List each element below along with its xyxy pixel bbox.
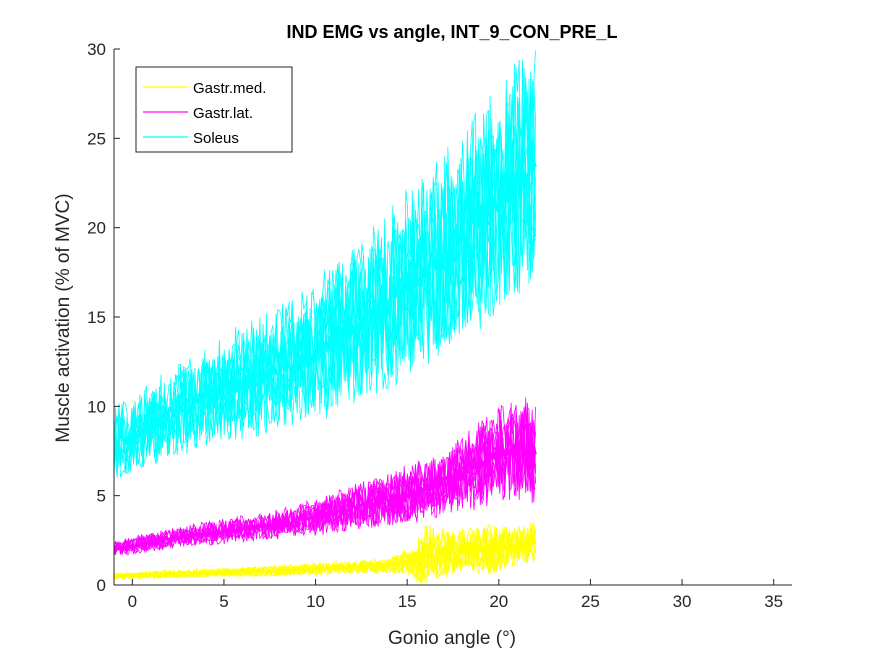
series-gastr-med — [114, 520, 537, 584]
x-tick-label: 15 — [398, 592, 417, 611]
mean-trace — [114, 150, 537, 452]
y-tick-label: 15 — [87, 308, 106, 327]
trial-trace — [114, 405, 536, 554]
legend: Gastr.med. Gastr.lat. Soleus — [135, 66, 293, 153]
y-tick-label: 25 — [87, 129, 106, 148]
y-tick-label: 20 — [87, 219, 106, 238]
y-tick-label: 10 — [87, 397, 106, 416]
y-axis-label: Muscle activation (% of MVC) — [53, 193, 74, 442]
legend-entry: Soleus — [193, 130, 239, 147]
x-tick-label: 0 — [128, 592, 137, 611]
mean-trace — [114, 441, 537, 551]
y-tick-label: 5 — [97, 487, 106, 506]
x-tick-label: 25 — [581, 592, 600, 611]
x-tick-label: 30 — [673, 592, 692, 611]
series-soleus — [114, 50, 537, 478]
x-tick-label: 20 — [489, 592, 508, 611]
x-tick-label: 5 — [219, 592, 228, 611]
y-tick-label: 0 — [97, 576, 106, 595]
legend-entry: Gastr.med. — [193, 80, 266, 97]
y-tick-label: 30 — [87, 40, 106, 59]
x-tick-label: 10 — [306, 592, 325, 611]
chart-title: IND EMG vs angle, INT_9_CON_PRE_L — [286, 22, 617, 42]
x-axis-label: Gonio angle (°) — [388, 628, 516, 649]
ticks: 0 5 10 15 20 25 30 35 0 5 10 15 20 25 30 — [87, 40, 783, 611]
trial-trace — [114, 71, 536, 478]
legend-box — [135, 66, 293, 153]
series-layer — [114, 50, 537, 584]
x-tick-label: 35 — [764, 592, 783, 611]
legend-entry: Gastr.lat. — [193, 105, 253, 122]
series-gastr-lat — [114, 397, 537, 556]
mean-trace — [114, 536, 537, 578]
trial-trace — [114, 529, 536, 582]
